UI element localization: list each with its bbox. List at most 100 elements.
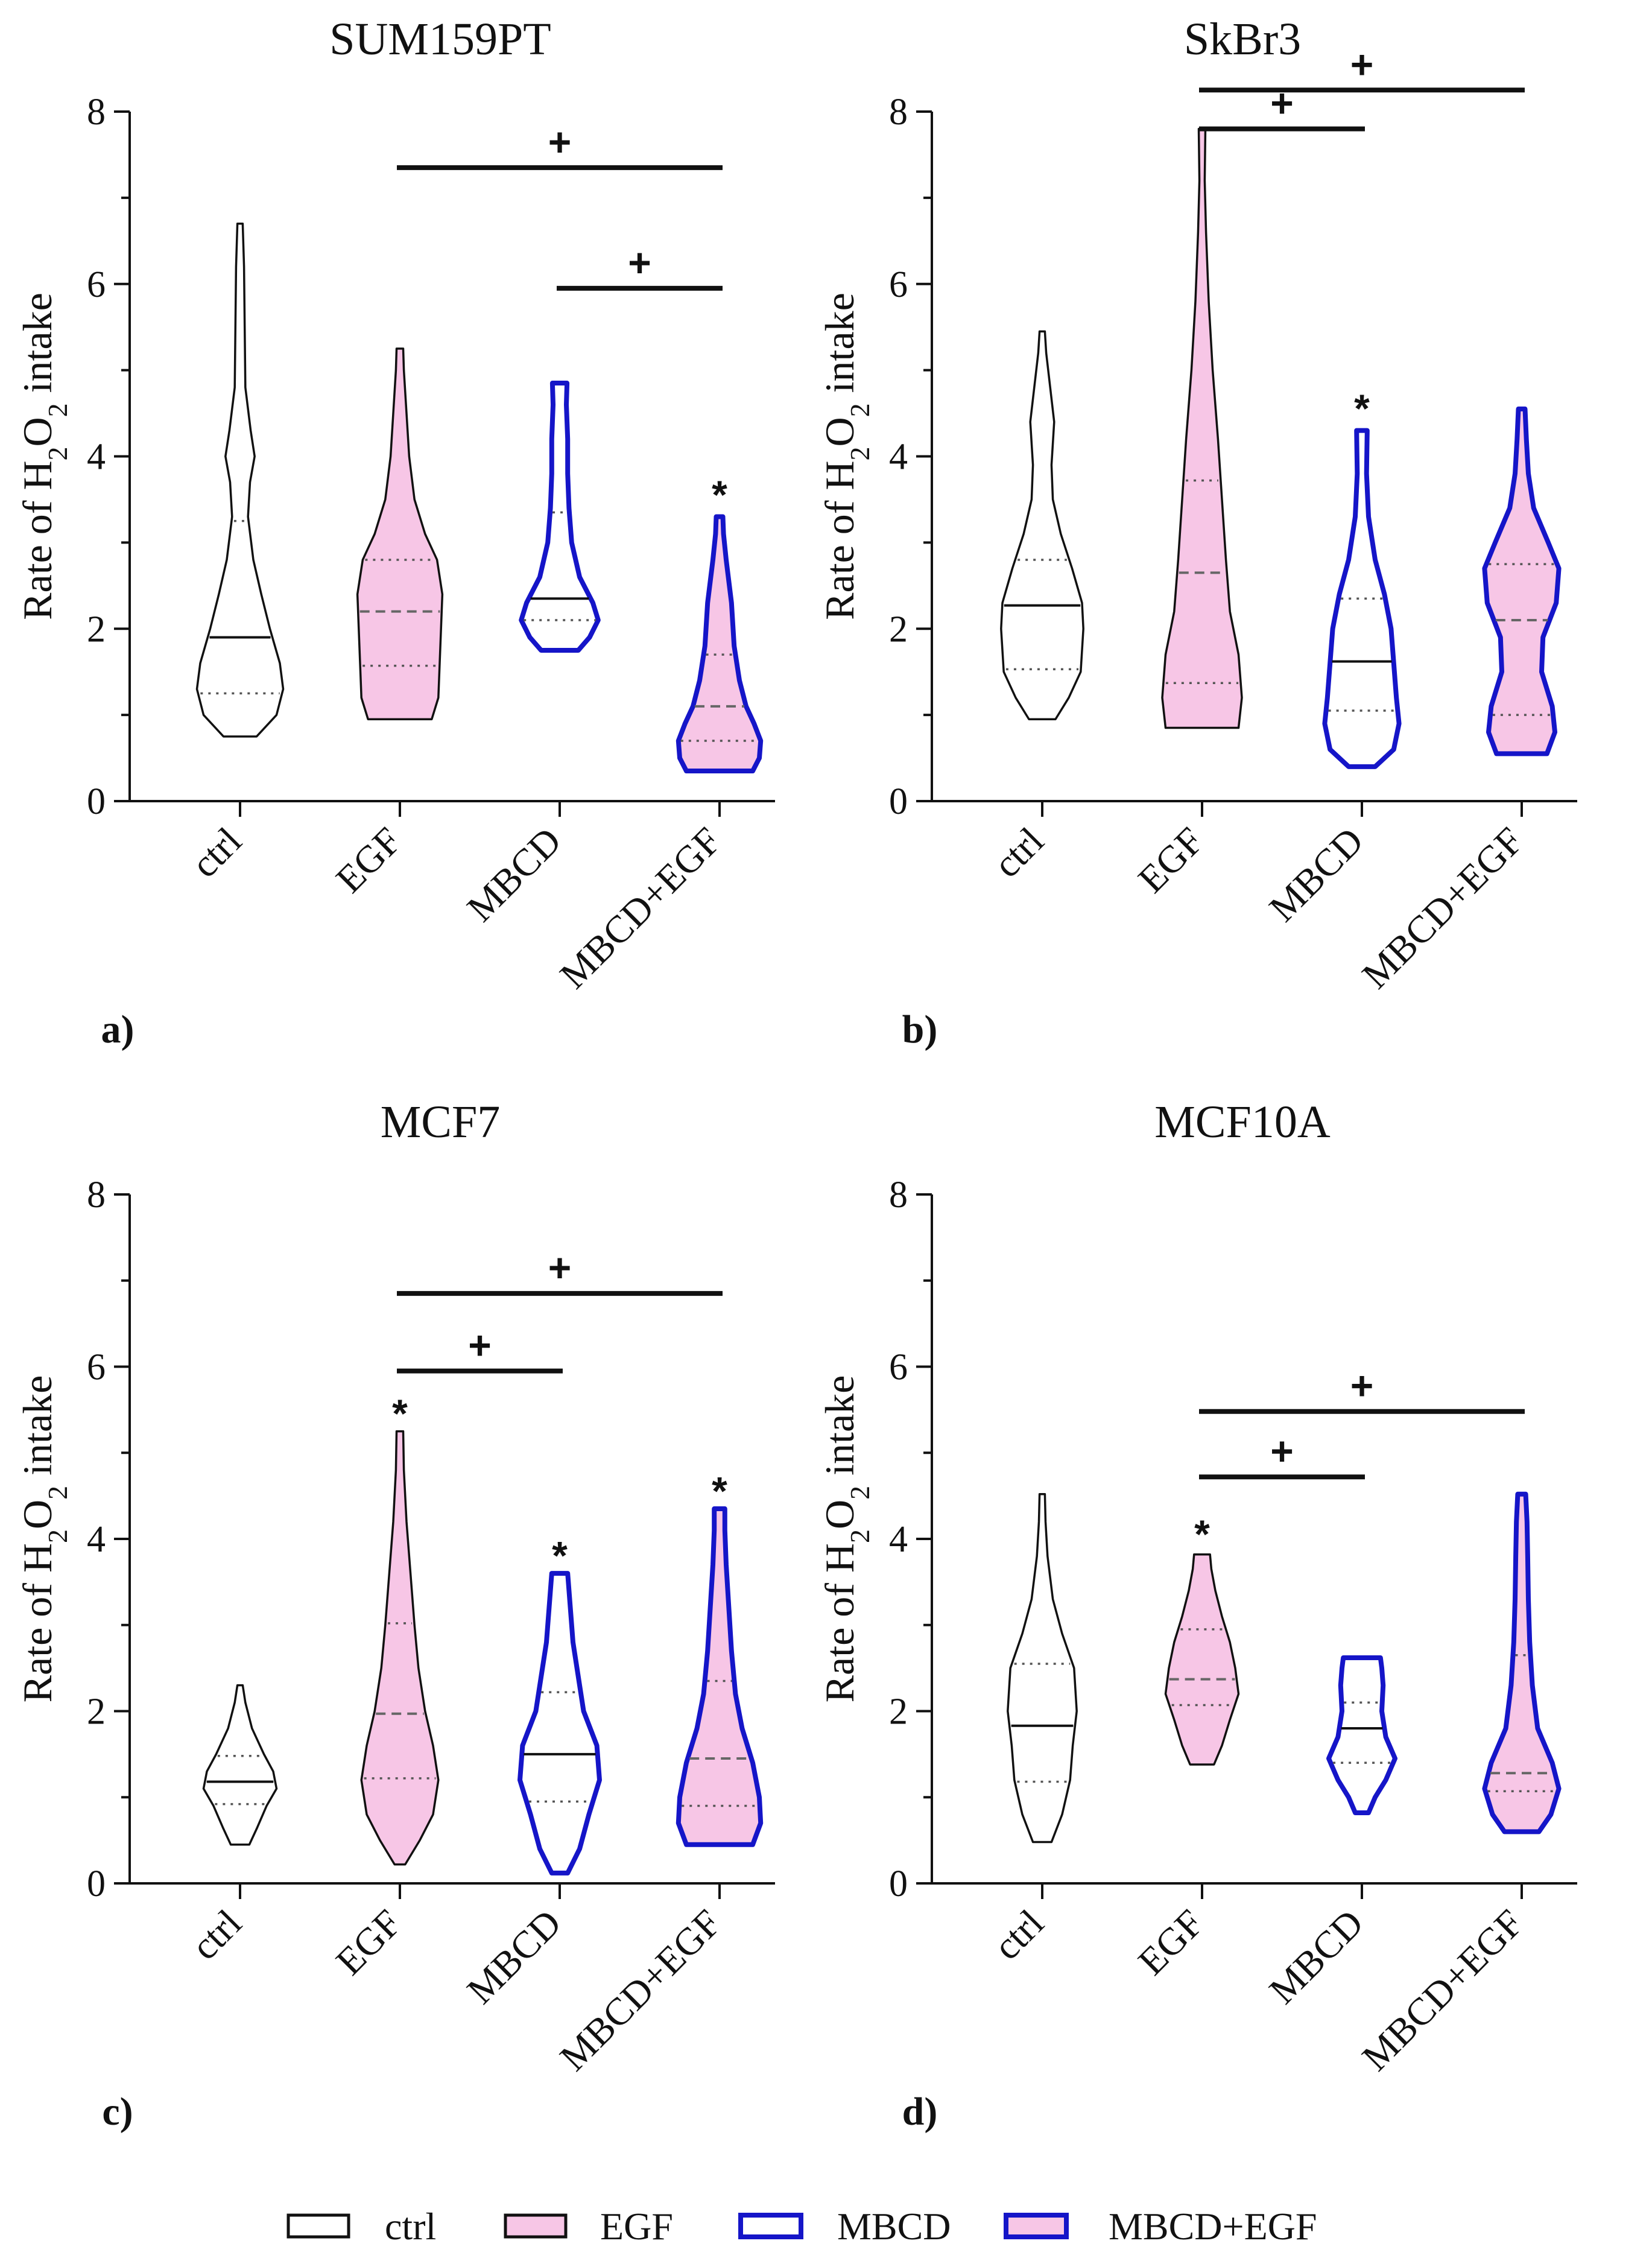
x-tick-label-mbcd-egf: MBCD+EGF — [551, 819, 729, 997]
y-tick-label: 4 — [87, 437, 106, 478]
y-label-subscript: 2 — [844, 1529, 875, 1543]
y-label-subscript: 2 — [844, 1486, 875, 1500]
y-tick-label: 4 — [889, 1519, 908, 1560]
y-tick-label: 0 — [889, 781, 908, 822]
violin-ctrl — [1000, 330, 1084, 721]
legend-swatch-mbcd — [738, 2213, 803, 2239]
violin-combo — [1482, 406, 1562, 756]
y-label-text: O — [14, 417, 60, 446]
significance-star: * — [552, 1533, 568, 1578]
x-tick-label-mbcd: MBCD — [1261, 1901, 1371, 2012]
y-tick-label: 8 — [87, 1175, 106, 1216]
x-tick-label-egf: EGF — [328, 819, 410, 901]
x-tick-label-egf: EGF — [328, 1901, 410, 1984]
violin-egf — [1161, 127, 1243, 729]
y-tick-label: 2 — [889, 1692, 908, 1733]
y-axis-label: Rate of H2O2 intake — [817, 293, 875, 620]
legend-label-ctrl: ctrl — [385, 2205, 436, 2248]
y-label-subscript: 2 — [844, 403, 875, 417]
x-tick-label-mbcd-egf: MBCD+EGF — [1353, 819, 1531, 997]
x-tick-label-mbcd: MBCD — [1261, 819, 1371, 930]
y-label-text: O — [14, 1500, 60, 1529]
y-label-text: intake — [14, 1375, 60, 1486]
y-label-text: intake — [817, 1375, 862, 1486]
panel-label: a) — [101, 1007, 135, 1051]
y-tick-label: 6 — [87, 1347, 106, 1388]
legend-item-ctrl: ctrl — [286, 2205, 436, 2248]
significance-symbol: + — [1350, 42, 1374, 86]
y-tick-label: 2 — [87, 1692, 106, 1733]
x-tick-label-mbcd: MBCD — [458, 1901, 569, 2012]
violin-combo — [1482, 1491, 1562, 1834]
x-tick-label-mbcd: MBCD — [458, 819, 569, 930]
violin-egf — [1164, 1553, 1240, 1766]
y-label-text: Rate of H — [14, 460, 60, 620]
x-tick-label-ctrl: ctrl — [985, 819, 1052, 886]
significance-star: * — [712, 1468, 727, 1513]
y-tick-label: 6 — [889, 264, 908, 305]
panel-title: MCF7 — [381, 1097, 501, 1147]
significance-symbol: + — [1350, 1363, 1374, 1408]
y-label-subscript: 2 — [844, 446, 875, 460]
y-label-text: Rate of H — [14, 1543, 60, 1702]
legend-item-mbcd: MBCD — [738, 2205, 951, 2248]
significance-symbol: + — [1270, 81, 1294, 125]
violin-combo — [676, 1506, 764, 1847]
legend: ctrl EGF MBCD MBCD+EGF — [286, 2205, 1317, 2248]
y-label-text: O — [817, 1500, 862, 1529]
violin-ctrl — [195, 222, 285, 738]
violin-egf — [356, 347, 444, 721]
y-label-text: intake — [817, 293, 862, 403]
y-tick-label: 6 — [889, 1347, 908, 1388]
significance-star: * — [392, 1391, 408, 1436]
significance-star: * — [1354, 386, 1370, 431]
legend-item-combo: MBCD+EGF — [1004, 2205, 1317, 2248]
y-label-subscript: 2 — [42, 1486, 73, 1500]
legend-swatch-combo — [1004, 2213, 1069, 2239]
y-label-text: intake — [14, 293, 60, 403]
x-tick-label-egf: EGF — [1130, 1901, 1212, 1984]
y-tick-label: 8 — [889, 92, 908, 133]
y-label-text: Rate of H — [817, 460, 862, 620]
legend-label-combo: MBCD+EGF — [1109, 2205, 1317, 2248]
violin-ctrl — [1007, 1493, 1078, 1844]
legend-swatch-ctrl — [286, 2213, 350, 2239]
y-tick-label: 0 — [87, 781, 106, 822]
x-tick-label-mbcd-egf: MBCD+EGF — [1353, 1901, 1531, 2079]
x-tick-label-ctrl: ctrl — [985, 1901, 1052, 1968]
x-tick-label-ctrl: ctrl — [183, 819, 250, 886]
legend-label-mbcd: MBCD — [837, 2205, 951, 2248]
legend-label-egf: EGF — [600, 2205, 673, 2248]
significance-symbol: + — [548, 119, 572, 164]
significance-star: * — [1194, 1512, 1210, 1556]
significance-symbol: + — [468, 1323, 492, 1368]
panel-label: d) — [902, 2090, 938, 2134]
panel-title: SUM159PT — [329, 14, 551, 65]
y-tick-label: 2 — [87, 609, 106, 650]
panel-title: SkBr3 — [1184, 14, 1301, 65]
y-tick-label: 6 — [87, 264, 106, 305]
y-axis-label: Rate of H2O2 intake — [14, 1375, 73, 1703]
violin-mbcd — [519, 381, 601, 653]
significance-symbol: + — [628, 240, 651, 285]
y-tick-label: 8 — [87, 92, 106, 133]
y-tick-label: 4 — [87, 1519, 106, 1560]
violin-egf — [360, 1430, 440, 1866]
significance-star: * — [712, 472, 727, 517]
legend-swatch-egf — [504, 2213, 568, 2239]
violin-ctrl — [202, 1684, 278, 1846]
panel-title: MCF10A — [1154, 1097, 1331, 1147]
y-label-subscript: 2 — [42, 403, 73, 417]
x-tick-label-ctrl: ctrl — [183, 1901, 250, 1968]
y-tick-label: 4 — [889, 437, 908, 478]
y-label-subscript: 2 — [42, 1529, 73, 1543]
y-label-text: O — [817, 417, 862, 446]
y-axis-label: Rate of H2O2 intake — [817, 1375, 875, 1703]
y-tick-label: 0 — [889, 1863, 908, 1904]
x-tick-label-egf: EGF — [1130, 819, 1212, 901]
violin-combo — [676, 514, 764, 773]
